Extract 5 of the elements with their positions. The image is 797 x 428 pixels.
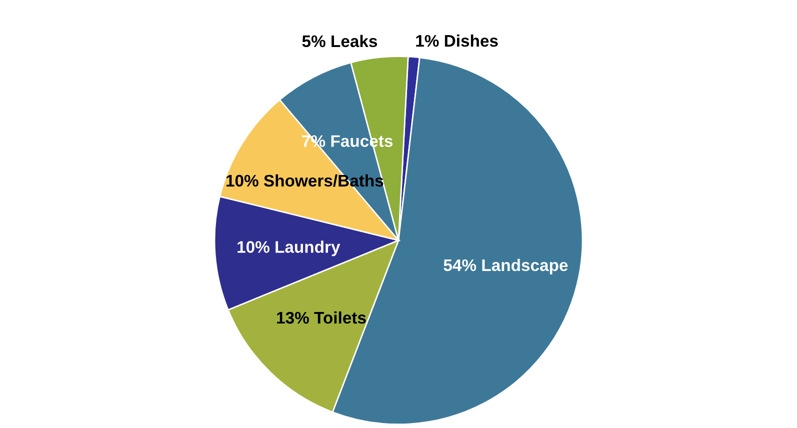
slice-label: 10% Laundry: [238, 240, 340, 256]
slice-label: 1% Dishes: [416, 34, 498, 47]
slice-label: 13% Toilets: [277, 311, 366, 324]
slice-label: 54% Landscape: [444, 258, 568, 274]
slice-label: 5% Leaks: [302, 34, 378, 48]
